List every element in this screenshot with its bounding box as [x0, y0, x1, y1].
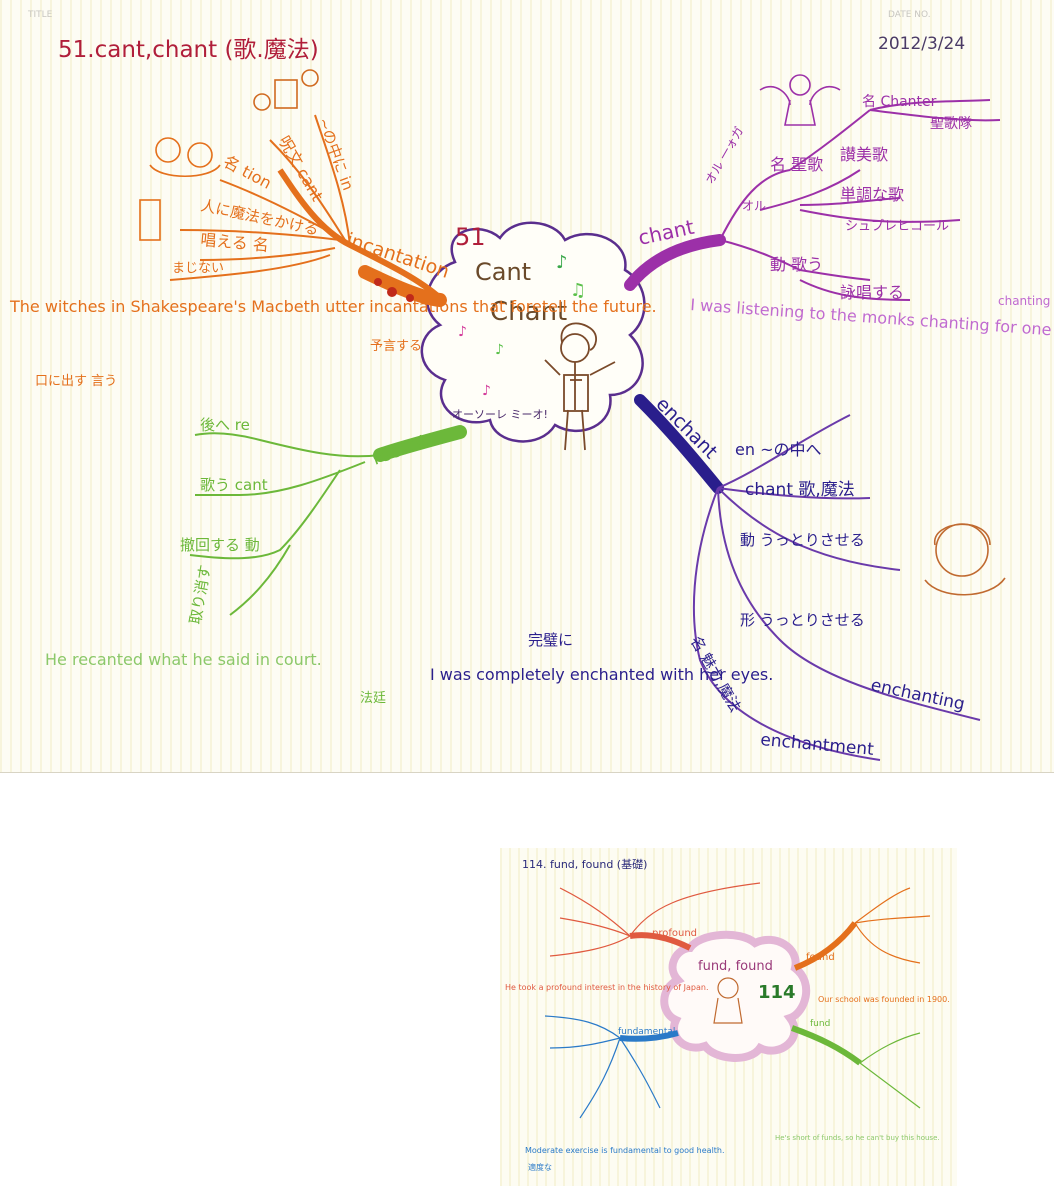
- small-center-cloud: [660, 930, 811, 1062]
- small-example-1: He took a profound interest in the histo…: [505, 983, 709, 992]
- small-orange-branch: [793, 921, 858, 971]
- blue-leaf-2: chant 歌,魔法: [745, 480, 855, 500]
- small-center-number: 114: [758, 982, 796, 1003]
- small-example-2: Our school was founded in 1900.: [818, 995, 950, 1004]
- green-note: 法廷: [360, 691, 386, 706]
- small-mind-map-diagram: fund, found 114 profound found fundament…: [505, 882, 950, 1172]
- blue-sub-branches: [692, 414, 981, 761]
- orange-note-foretell: 予言する: [370, 339, 422, 354]
- girl-doodle: [924, 523, 1006, 596]
- mind-map-page: TITLE DATE NO. 51.cant,chant (歌.魔法) 2012…: [0, 0, 1054, 772]
- orange-example: The witches in Shakespeare's Macbeth utt…: [9, 297, 657, 316]
- green-leaf-2: 歌う cant: [200, 476, 268, 494]
- purple-leaf-4: 讃美歌: [840, 145, 888, 164]
- small-branch-profound: profound: [652, 928, 697, 939]
- cauldron-doodle: [253, 69, 319, 111]
- green-branch-label: recant: [370, 430, 431, 469]
- center-word-cant: Cant: [475, 258, 531, 286]
- green-sub-branches: [189, 432, 381, 616]
- page-title: 51.cant,chant (歌.魔法): [58, 37, 319, 63]
- orange-leaf-3: 名 tion: [220, 152, 275, 193]
- blue-leaf-1: en ~の中へ: [735, 440, 821, 459]
- purple-leaf-8: 詠唱する: [840, 283, 904, 302]
- small-blue-branch: [619, 1030, 679, 1042]
- mind-map-diagram: 51 Cant Chant オーソーレ ミーオ! ♪ ♫ ♪ ♪ ♪ incan…: [9, 69, 1054, 761]
- small-map-title: 114. fund, found (基礎): [522, 858, 648, 871]
- blue-example: I was completely enchanted with her eyes…: [430, 665, 773, 684]
- angel-doodle: [759, 74, 841, 126]
- small-blue-sub-branches: [544, 1015, 661, 1119]
- orange-leaf-5: 唱える 名: [200, 230, 270, 255]
- purple-extra-1: オル 一ォガ: [702, 124, 746, 186]
- small-red-sub-branches: [549, 882, 761, 957]
- small-example-3: Moderate exercise is fundamental to good…: [525, 1146, 725, 1155]
- witch-doodle: [139, 137, 221, 241]
- small-orange-sub-branches: [854, 887, 931, 964]
- music-note-icon-5: ♪: [482, 383, 491, 399]
- small-branch-fund: fund: [810, 1019, 830, 1029]
- small-green-sub-branches: [859, 1032, 921, 1109]
- music-note-icon-3: ♪: [458, 324, 467, 340]
- blue-note: 完璧に: [528, 631, 573, 649]
- singer-illustration: [544, 322, 616, 451]
- blue-leaf-3: 動 うっとりさせる: [740, 531, 865, 549]
- date-header-mark: DATE NO.: [888, 10, 931, 20]
- small-example-4: He's short of funds, so he can't buy thi…: [775, 1134, 940, 1142]
- small-green-branch: [790, 1025, 862, 1066]
- purple-leaf-6: シュプレヒコール: [845, 219, 949, 234]
- blue-leaf-4: 形 うっとりさせる: [740, 611, 865, 629]
- center-bubble-text: オーソーレ ミーオ!: [452, 408, 548, 421]
- blue-leaf-7: enchantment: [760, 730, 875, 760]
- page-date: 2012/3/24: [878, 34, 966, 54]
- small-center-words: fund, found: [698, 959, 773, 974]
- music-note-icon: ♪: [556, 252, 568, 273]
- orange-sub-branches: [169, 114, 351, 281]
- orange-leaf-6: まじない: [172, 261, 224, 276]
- purple-extra-2: オル: [742, 199, 766, 213]
- purple-leaf-7: 動 歌う: [770, 255, 823, 274]
- blue-leaf-5: enchanting: [869, 675, 967, 714]
- small-branch-found: found: [806, 952, 835, 963]
- purple-branch-thick: [624, 234, 726, 291]
- purple-leaf-5: 単調な歌: [840, 185, 904, 204]
- orange-note-utter: 口に出す 言う: [35, 374, 117, 389]
- center-word-chant: Chant: [490, 297, 567, 327]
- green-example: He recanted what he said in court.: [45, 650, 322, 669]
- green-leaf-3: 撤回する 動: [180, 536, 260, 554]
- small-mind-map-card: 114. fund, found (基礎) fund, found 114 pr…: [500, 848, 957, 1186]
- purple-leaf-1: 名 Chanter: [862, 94, 937, 110]
- purple-note: chanting: [998, 294, 1050, 308]
- green-leaf-4: 取り消す: [186, 563, 214, 625]
- title-header-mark: TITLE: [28, 10, 53, 20]
- purple-leaf-3: 名 聖歌: [770, 155, 823, 174]
- music-note-icon-2: ♫: [570, 280, 586, 301]
- orange-example-text: The witches in Shakespeare's Macbeth utt…: [9, 297, 657, 316]
- small-branch-fundamental: fundamental: [618, 1027, 675, 1037]
- small-red-branch: [629, 932, 692, 951]
- music-note-icon-4: ♪: [495, 342, 504, 358]
- small-note: 適度な: [528, 1162, 552, 1172]
- green-leaf-1: 後へ re: [200, 416, 250, 434]
- orange-branch-thick: [358, 265, 447, 307]
- center-number: 51: [455, 223, 486, 251]
- purple-sub-branches: [719, 99, 1001, 301]
- small-girl-doodle: [713, 977, 743, 1024]
- green-branch-thick: [373, 425, 467, 462]
- purple-leaf-2: 聖歌隊: [930, 116, 972, 132]
- blue-branch-thick: [634, 394, 724, 494]
